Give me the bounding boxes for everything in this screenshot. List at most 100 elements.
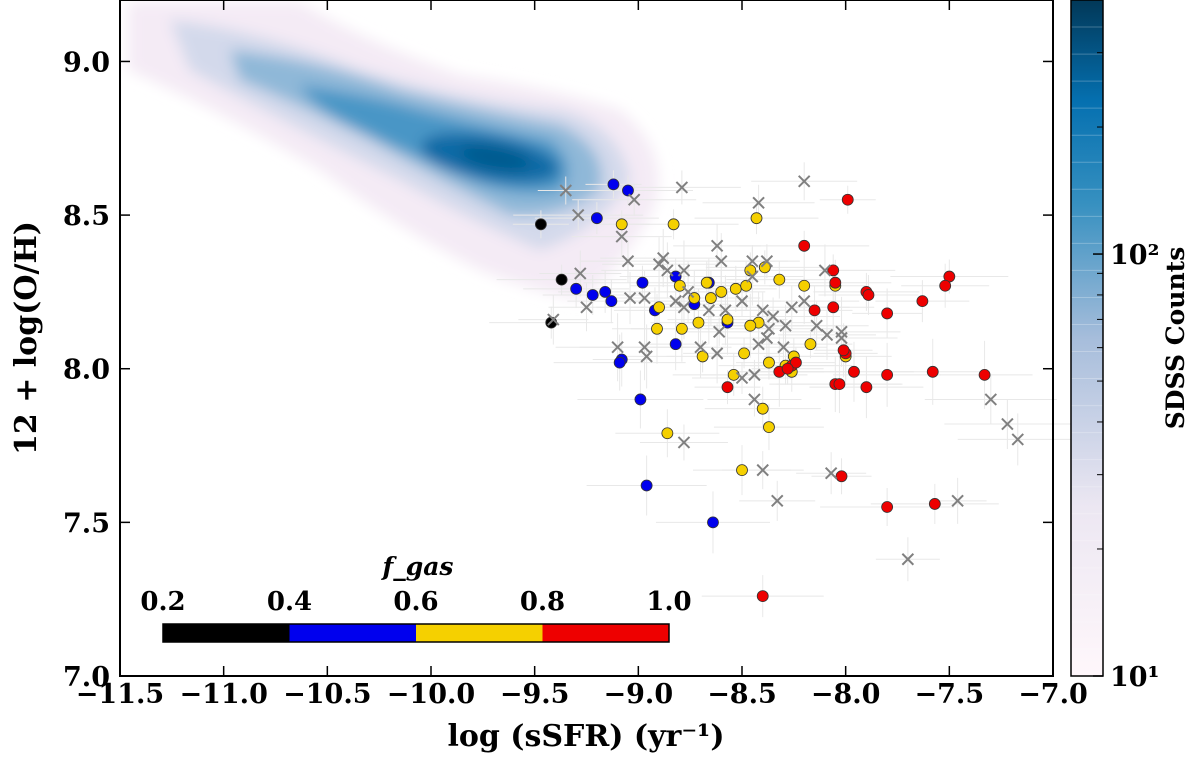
scatter-point [534, 218, 547, 231]
scatter-point-x [901, 553, 915, 566]
scatter-point-x [652, 258, 666, 271]
fgas-legend-bin [416, 624, 543, 642]
scatter-point [673, 279, 686, 292]
scatter-point [622, 184, 634, 197]
scatter-point [715, 286, 728, 298]
scatter-point [835, 470, 848, 483]
scatter-point-x [748, 368, 761, 382]
scatter-point [705, 292, 717, 304]
scatter-point-x [710, 239, 724, 253]
scatter-point [634, 393, 647, 406]
scatter-point [860, 381, 873, 394]
x-axis-title: log (sSFR) (yr⁻¹) [447, 719, 724, 754]
fgas-tick-label: 0.4 [267, 587, 312, 617]
scatter-point-x [657, 251, 670, 265]
x-tick-label: −10.5 [283, 679, 371, 710]
scatter-point [763, 356, 775, 369]
scatter-point-x [559, 184, 572, 197]
scatter-point-x [771, 494, 784, 508]
scatter-point-x [1001, 417, 1014, 431]
scatter-point [758, 261, 771, 274]
scatter-point-x [712, 325, 726, 339]
scatter-point [744, 264, 757, 277]
scatter-point-x [766, 310, 780, 323]
data-points [534, 175, 1024, 603]
scatter-point-x [820, 328, 834, 342]
sdss-colorbar-frame [1070, 0, 1104, 677]
scatter-point-x [675, 181, 689, 194]
scatter-point [692, 316, 705, 329]
scatter-point-x [984, 393, 998, 406]
scatter-point-x [574, 267, 587, 280]
density-core [460, 145, 530, 171]
scatter-point [570, 282, 583, 295]
fgas-tick-label: 0.8 [520, 587, 565, 617]
x-tick-label: −7.5 [915, 679, 985, 710]
scatter-point [881, 307, 894, 320]
fgas-legend-frame [162, 623, 670, 643]
scatter-point [613, 356, 626, 369]
scatter-point-x [779, 319, 792, 332]
scatter-point-x [715, 254, 728, 268]
scatter-point [827, 301, 840, 314]
x-tick-label: −10.0 [387, 679, 475, 710]
scatter-point-x [760, 254, 774, 268]
sdss-density-histogram [128, 2, 659, 300]
scatter-point [829, 276, 842, 289]
scatter-point-x [951, 494, 964, 508]
plot-frame [119, 0, 1054, 677]
scatter-point-x [756, 463, 769, 477]
scatter-point-x [677, 301, 691, 314]
scatter-point-x [835, 331, 848, 345]
x-tick-label: −8.5 [707, 679, 777, 710]
scatter-point [729, 282, 742, 295]
scatter-point [756, 590, 769, 603]
scatter-point [756, 402, 769, 415]
scatter-point-x [752, 337, 765, 351]
scatter-point-x [785, 301, 798, 314]
scatter-point-x [748, 393, 761, 406]
scatter-point [881, 501, 894, 513]
x-axis-ticks: −11.5 −11.0 −10.5 −10.0 −9.5 −9.0 −8.5 −8.0 −7.5… [76, 0, 1088, 710]
fgas-tick-label: 0.2 [140, 587, 185, 617]
scatter-point [640, 479, 653, 492]
colorbar-tick-label: 10¹ [1110, 662, 1159, 693]
scatter-point-x [762, 322, 776, 335]
scatter-point [750, 212, 763, 225]
scatter-point-x [580, 301, 593, 314]
scatter-point-x [661, 264, 674, 277]
scatter-point [827, 264, 840, 277]
x-tick-label: −11.0 [179, 679, 267, 710]
x-tick-label: −9.5 [500, 679, 570, 710]
scatter-point-x [797, 175, 811, 188]
y-axis-ticks: 7.0 7.5 8.0 8.5 9.0 [63, 47, 1053, 693]
scatter-point [790, 356, 802, 369]
colorbar-tick-label: 10² [1110, 240, 1159, 271]
sdss-colorbar-gradient [1071, 0, 1103, 676]
scatter-point [555, 273, 568, 286]
scatter-point-x [615, 230, 628, 243]
scatter-point-x [640, 350, 653, 363]
scatter-point [804, 338, 817, 351]
scatter-point [773, 273, 786, 286]
scatter-point [721, 381, 734, 394]
scatter-point-x [756, 304, 769, 317]
x-tick-label: −11.5 [76, 679, 164, 710]
scatter-point-x [621, 254, 635, 268]
y-tick-label: 9.0 [63, 47, 110, 78]
x-tick-label: −7.0 [1018, 679, 1088, 710]
scatter-point [978, 368, 991, 381]
scatter-point [667, 218, 680, 231]
scatter-point-x [681, 285, 695, 299]
y-tick-label: 8.0 [63, 355, 110, 386]
scatter-point-x [669, 294, 682, 308]
scatter-point [599, 286, 612, 298]
scatter-point-x [623, 291, 637, 305]
scatter-point [675, 322, 688, 335]
scatter-point [916, 295, 929, 308]
scatter-point [841, 193, 854, 206]
scatter-point-x [735, 371, 749, 385]
scatter-point [736, 464, 748, 477]
scatter-point-x [677, 436, 691, 449]
